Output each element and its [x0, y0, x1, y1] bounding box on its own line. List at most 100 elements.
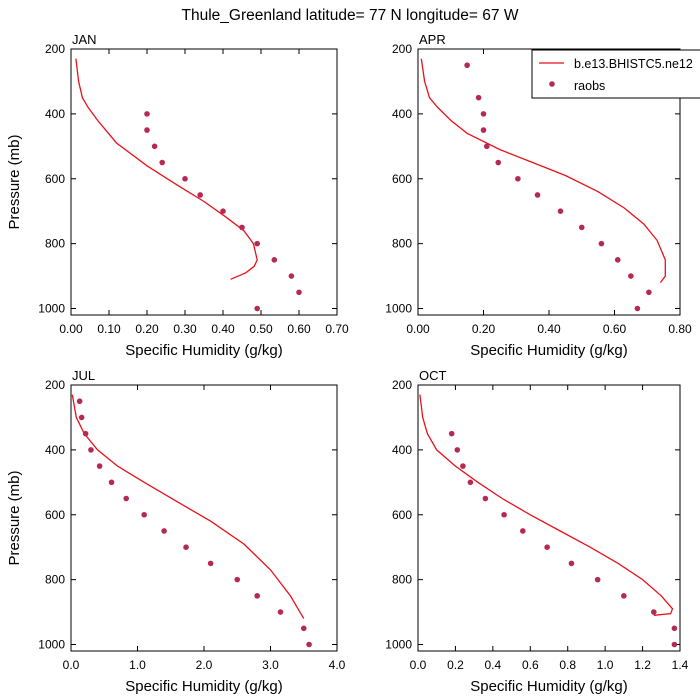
x-tick-label: 0.60: [603, 322, 627, 336]
x-tick-label: 0.0: [63, 658, 80, 672]
raobs-point: [544, 544, 550, 550]
raobs-point: [501, 511, 507, 518]
y-tick-label: 1000: [38, 302, 65, 316]
plot-frame: [70, 48, 338, 316]
raobs-point: [467, 479, 474, 486]
raobs-point: [520, 528, 526, 534]
raobs-point: [557, 208, 564, 214]
x-tick-label: 0.20: [135, 322, 159, 336]
raobs-point: [182, 175, 188, 182]
panel-oct: OCT 0.0 0.2 0.4 0.6 0.8 1.0 1.2 1.4 200 400 600 800 1…: [385, 368, 688, 695]
raobs-point: [646, 289, 652, 296]
raobs-point: [108, 479, 115, 486]
panel-jul: JUL 0.0 1.0 2.0 3.0 4.0 200 400 600 800 1000 Specif…: [6, 368, 346, 695]
raobs-point: [448, 430, 455, 437]
x-tick-label: 0.70: [325, 322, 349, 336]
raobs-point: [144, 111, 150, 117]
y-tick-label: 400: [45, 443, 65, 457]
y-tick-label: 600: [45, 172, 65, 186]
legend: b.e13.BHISTC5.ne12 raobs: [531, 49, 700, 99]
raobs-point: [159, 159, 165, 166]
raobs-point: [296, 289, 302, 296]
y-tick-label: 1000: [385, 638, 412, 652]
raobs-point: [454, 447, 461, 453]
y-tick-label: 200: [45, 378, 65, 392]
y-tick-label: 400: [392, 443, 412, 457]
panel-title: APR: [419, 32, 446, 47]
raobs-point: [480, 111, 487, 117]
y-tick-label: 400: [392, 107, 412, 121]
panel-title: JAN: [72, 32, 97, 47]
y-tick-label: 1000: [385, 302, 412, 316]
x-tick-label: 0.80: [668, 322, 692, 336]
raobs-point: [480, 127, 487, 133]
data-area: [75, 58, 302, 312]
raobs-point: [141, 511, 147, 518]
x-tick-label: 3.0: [262, 658, 279, 672]
raobs-point: [161, 528, 167, 534]
x-tick-label: 2.0: [196, 658, 213, 672]
raobs-point: [277, 609, 284, 615]
x-tick-label: 1.2: [634, 658, 651, 672]
raobs-point: [621, 593, 627, 599]
x-tick-label: 0.00: [406, 322, 430, 336]
plot-frame: [417, 384, 681, 652]
raobs-point: [306, 641, 312, 648]
x-tick-label: 0.40: [211, 322, 235, 336]
raobs-point: [515, 175, 521, 182]
raobs-point: [475, 94, 482, 101]
raobs-point: [82, 430, 89, 437]
x-tick-label: 0.10: [97, 322, 121, 336]
raobs-point: [300, 625, 307, 632]
raobs-point: [88, 447, 94, 453]
x-axis-title: Specific Humidity (g/kg): [470, 342, 628, 359]
y-tick-label: 1000: [38, 638, 65, 652]
y-tick-label: 800: [45, 573, 65, 587]
y-axis-title: Pressure (mb): [6, 470, 23, 565]
raobs-point: [183, 544, 189, 550]
x-tick-label: 0.2: [447, 658, 464, 672]
y-tick-label: 200: [45, 42, 65, 56]
raobs-point: [568, 560, 575, 567]
y-tick-label: 600: [392, 172, 412, 186]
raobs-point: [76, 398, 83, 405]
data-area: [420, 58, 666, 312]
raobs-point: [234, 576, 241, 583]
raobs-point: [96, 463, 103, 469]
raobs-point: [578, 224, 585, 231]
raobs-point: [254, 593, 260, 599]
raobs-point: [123, 495, 129, 502]
x-tick-label: 0.00: [59, 322, 83, 336]
model-profile-line: [419, 394, 674, 616]
y-tick-label: 800: [45, 237, 65, 251]
y-tick-label: 200: [392, 42, 412, 56]
legend-model-label: b.e13.BHISTC5.ne12: [574, 57, 693, 71]
y-tick-label: 400: [45, 107, 65, 121]
x-tick-label: 1.4: [672, 658, 689, 672]
panel-apr: APR 0.00 0.20 0.40 0.60 0.80 200 400 600 800 1000 S…: [385, 32, 692, 359]
y-tick-label: 800: [392, 237, 412, 251]
raobs-point: [254, 305, 260, 312]
raobs-point: [628, 273, 634, 279]
x-tick-label: 4.0: [329, 658, 346, 672]
raobs-point: [220, 208, 226, 214]
raobs-point: [288, 273, 295, 279]
raobs-point: [634, 305, 641, 312]
x-tick-label: 1.0: [129, 658, 146, 672]
raobs-point: [598, 240, 605, 247]
x-axis-title: Specific Humidity (g/kg): [470, 678, 628, 695]
y-tick-label: 800: [392, 573, 412, 587]
raobs-point: [482, 495, 489, 502]
data-area: [71, 394, 312, 648]
legend-obs-label: raobs: [574, 79, 605, 93]
raobs-point: [534, 192, 541, 198]
legend-box: [531, 49, 700, 99]
raobs-point: [671, 641, 678, 648]
raobs-point: [151, 143, 158, 150]
raobs-point: [239, 224, 245, 231]
x-tick-label: 0.0: [410, 658, 427, 672]
x-axis-title: Specific Humidity (g/kg): [125, 678, 283, 695]
x-axis-title: Specific Humidity (g/kg): [125, 342, 283, 359]
model-profile-line: [71, 394, 305, 619]
